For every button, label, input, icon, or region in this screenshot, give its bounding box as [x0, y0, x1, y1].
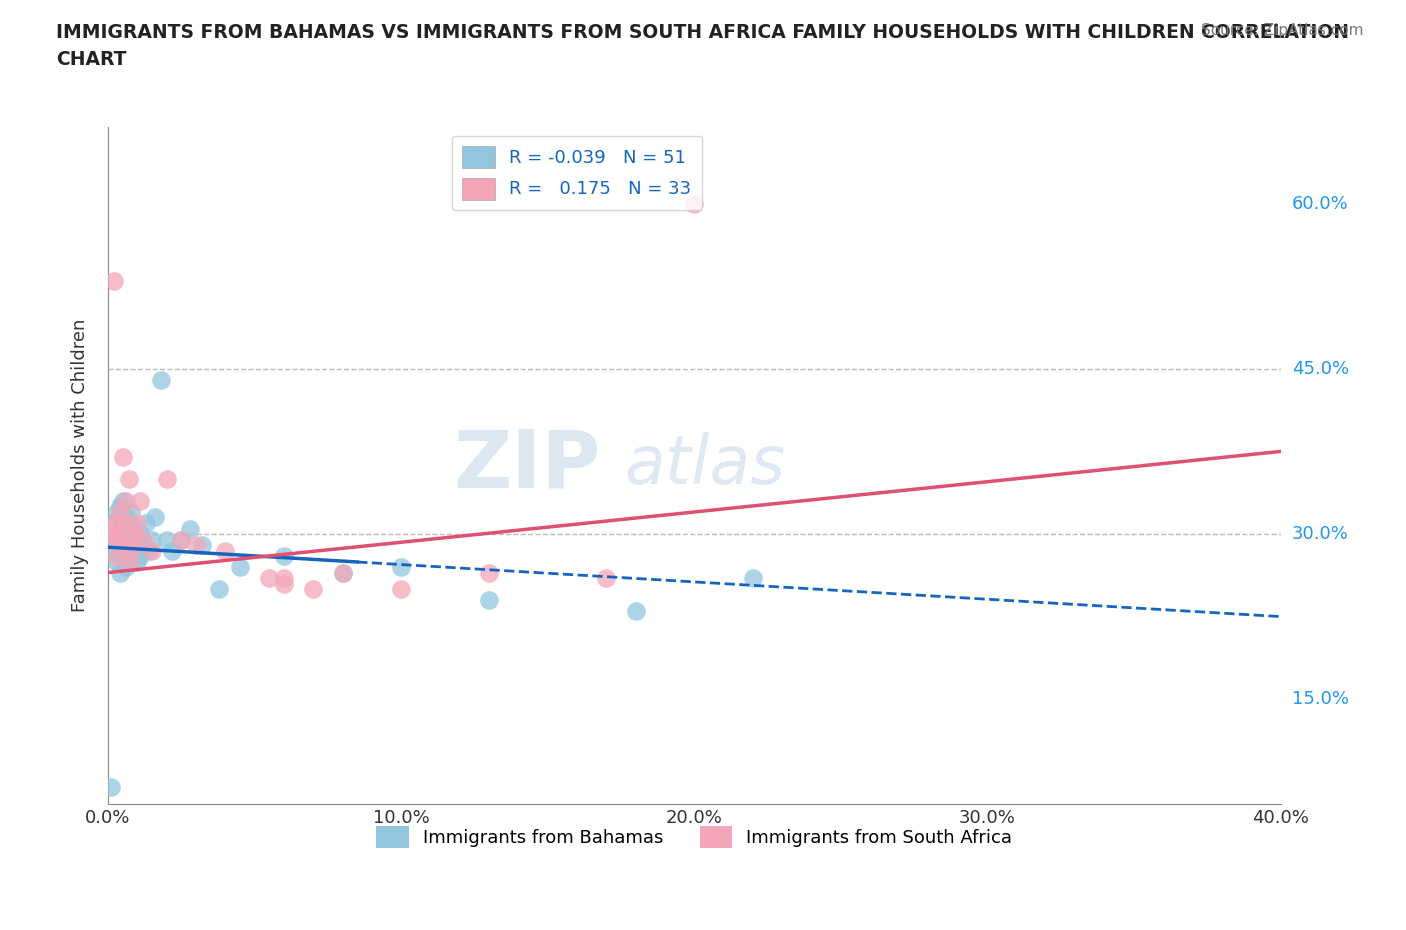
Point: [108, 521, 131, 536]
Point: [127, 532, 149, 547]
Point: [208, 581, 231, 596]
Point: [127, 554, 149, 569]
Point: [127, 515, 149, 530]
Point: [120, 505, 142, 520]
Point: [120, 526, 142, 541]
Point: [117, 515, 139, 530]
Point: [111, 449, 134, 464]
Point: [302, 581, 325, 596]
Point: [273, 549, 295, 564]
Point: [108, 505, 131, 520]
Point: [162, 543, 184, 558]
Point: [100, 780, 122, 795]
Point: [149, 372, 172, 387]
Point: [111, 538, 134, 552]
Point: [184, 538, 207, 552]
Point: [156, 472, 179, 486]
Point: [103, 515, 125, 530]
Point: [108, 499, 131, 514]
Text: IMMIGRANTS FROM BAHAMAS VS IMMIGRANTS FROM SOUTH AFRICA FAMILY HOUSEHOLDS WITH C: IMMIGRANTS FROM BAHAMAS VS IMMIGRANTS FR…: [56, 23, 1350, 69]
Point: [143, 510, 166, 525]
Point: [141, 532, 163, 547]
Point: [129, 549, 152, 564]
Point: [105, 549, 128, 564]
Point: [389, 581, 412, 596]
Text: 15.0%: 15.0%: [1292, 690, 1348, 708]
Point: [111, 515, 134, 530]
Point: [120, 532, 142, 547]
Point: [124, 543, 146, 558]
Point: [105, 526, 128, 541]
Point: [141, 543, 163, 558]
Point: [132, 538, 155, 552]
Point: [170, 532, 193, 547]
Point: [229, 560, 252, 575]
Text: ZIP: ZIP: [453, 426, 600, 504]
Point: [103, 273, 125, 288]
Point: [191, 538, 214, 552]
Point: [114, 494, 136, 509]
Point: [332, 565, 354, 580]
Point: [156, 532, 179, 547]
Point: [114, 526, 136, 541]
Point: [257, 571, 280, 586]
Point: [108, 565, 131, 580]
Point: [117, 472, 139, 486]
Point: [103, 515, 125, 530]
Point: [105, 532, 128, 547]
Point: [129, 526, 152, 541]
Legend: Immigrants from Bahamas, Immigrants from South Africa: Immigrants from Bahamas, Immigrants from…: [368, 819, 1019, 856]
Point: [135, 515, 157, 530]
Point: [100, 543, 122, 558]
Point: [111, 494, 134, 509]
Point: [624, 604, 647, 618]
Point: [114, 560, 136, 575]
Point: [138, 543, 160, 558]
Text: 30.0%: 30.0%: [1292, 525, 1348, 543]
Text: atlas: atlas: [624, 432, 785, 498]
Text: Source: ZipAtlas.com: Source: ZipAtlas.com: [1201, 23, 1364, 38]
Point: [273, 576, 295, 591]
Point: [332, 565, 354, 580]
Point: [214, 543, 236, 558]
Point: [129, 494, 152, 509]
Point: [683, 196, 706, 211]
Point: [117, 554, 139, 569]
Point: [120, 549, 142, 564]
Point: [478, 592, 501, 607]
Point: [100, 526, 122, 541]
Y-axis label: Family Households with Children: Family Households with Children: [72, 318, 89, 612]
Point: [114, 510, 136, 525]
Text: 60.0%: 60.0%: [1292, 194, 1348, 213]
Point: [595, 571, 617, 586]
Point: [114, 543, 136, 558]
Point: [111, 549, 134, 564]
Point: [273, 571, 295, 586]
Point: [111, 532, 134, 547]
Point: [170, 532, 193, 547]
Point: [114, 515, 136, 530]
Point: [103, 532, 125, 547]
Point: [105, 505, 128, 520]
Point: [120, 543, 142, 558]
Point: [389, 560, 412, 575]
Point: [108, 543, 131, 558]
Point: [117, 554, 139, 569]
Point: [124, 521, 146, 536]
Point: [108, 521, 131, 536]
Point: [124, 526, 146, 541]
Point: [111, 532, 134, 547]
Text: 45.0%: 45.0%: [1292, 360, 1348, 378]
Point: [742, 571, 765, 586]
Point: [132, 532, 155, 547]
Point: [105, 554, 128, 569]
Point: [117, 538, 139, 552]
Point: [179, 521, 201, 536]
Point: [478, 565, 501, 580]
